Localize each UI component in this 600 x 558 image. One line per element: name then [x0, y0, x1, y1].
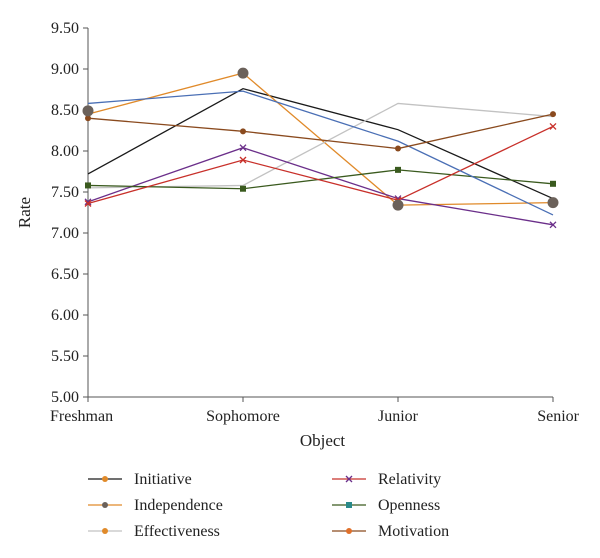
legend-marker: [102, 528, 108, 534]
y-tick-label: 5.00: [51, 389, 79, 406]
data-point: [85, 115, 91, 122]
y-tick-label: 8.50: [51, 102, 79, 119]
series-line: [87, 72, 554, 206]
legend-label: Relativity: [378, 471, 441, 488]
series-independence: [87, 72, 554, 206]
y-tick-label: 7.00: [51, 225, 79, 242]
series-initiative: [87, 87, 554, 200]
data-point: [85, 182, 91, 189]
series-line: [87, 87, 554, 200]
data-point: [239, 156, 247, 164]
x-tick-label: Junior: [378, 408, 419, 425]
data-point: [84, 200, 92, 207]
legend-item: Relativity: [332, 471, 441, 488]
legend-item: Openness: [332, 497, 440, 514]
legend-label: Independence: [134, 497, 223, 514]
x-tick-label: Sophomore: [206, 408, 280, 425]
chart-series: [82, 67, 559, 229]
data-point: [82, 105, 94, 117]
legend-item: Effectiveness: [88, 523, 220, 540]
legend-marker: [346, 528, 352, 534]
legend-marker: [102, 502, 108, 508]
legend-item: Initiative: [88, 471, 192, 488]
data-point: [392, 199, 404, 211]
series-line: [87, 125, 554, 205]
x-tick-label: Senior: [537, 408, 579, 425]
data-point: [550, 111, 556, 118]
legend-label: Effectiveness: [134, 523, 220, 540]
y-tick-label: 5.50: [51, 348, 79, 365]
series-motivation: [84, 122, 557, 207]
data-point: [395, 166, 401, 173]
y-tick-label: 7.50: [51, 184, 79, 201]
legend-item: Motivation: [332, 523, 449, 540]
legend-marker: [345, 475, 353, 483]
series-line: [87, 147, 554, 226]
chart-axes: 5.00 5.50 6.00 6.50 7.00 7.50 8.00 8.50 9.00 9.50…: [50, 20, 580, 425]
series-line: [87, 90, 554, 216]
series-line: [87, 169, 554, 190]
data-point: [395, 145, 401, 152]
data-point: [239, 144, 247, 152]
legend-label: Openness: [378, 497, 440, 514]
y-tick-label: 6.50: [51, 266, 79, 283]
legend-marker: [102, 476, 108, 482]
x-axis-title: Object: [300, 431, 346, 450]
legend-label: Motivation: [378, 523, 449, 540]
series-unlabeled-8: [82, 67, 559, 211]
legend-label: Initiative: [134, 471, 192, 488]
y-axis-title: Rate: [15, 197, 34, 228]
data-point: [237, 67, 249, 79]
y-tick-label: 6.00: [51, 307, 79, 324]
legend-item: Independence: [88, 497, 223, 514]
y-tick-label: 8.00: [51, 143, 79, 160]
y-tick-label: 9.00: [51, 61, 79, 78]
chart-legend: Initiative Independence Effectiveness Relat…: [88, 471, 449, 540]
data-point: [550, 180, 556, 187]
data-point: [549, 221, 557, 229]
series-line: [87, 113, 554, 150]
series-openness: [85, 166, 556, 192]
y-tick-label: 9.50: [51, 20, 79, 37]
data-point: [240, 128, 246, 135]
data-point: [547, 197, 559, 209]
data-point: [549, 122, 557, 130]
legend-marker: [346, 502, 352, 508]
data-point: [240, 185, 246, 192]
x-tick-label: Freshman: [50, 408, 113, 425]
data-point: [84, 198, 92, 206]
series-relativity: [84, 144, 557, 229]
series-unlabeled-6: [87, 90, 554, 216]
series-unlabeled-7: [85, 111, 556, 152]
